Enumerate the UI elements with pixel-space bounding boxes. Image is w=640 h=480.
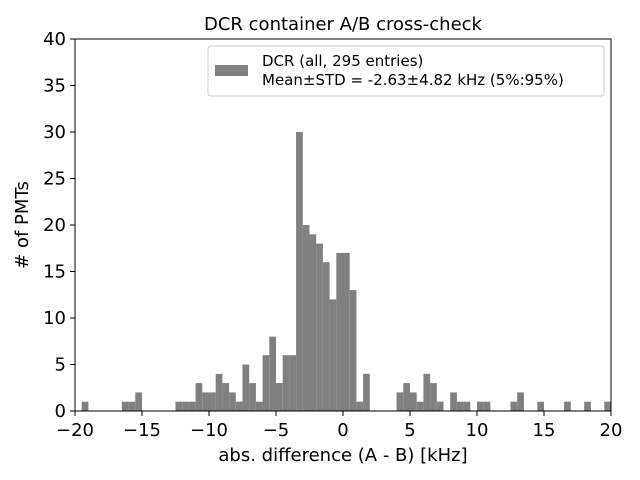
histogram-bar (510, 401, 518, 411)
histogram-bar (483, 401, 491, 411)
histogram-bar (242, 364, 250, 411)
histogram-bar (349, 290, 357, 411)
y-tick-label: 35 (43, 76, 66, 97)
histogram-bar (329, 299, 337, 411)
histogram-bar (276, 383, 283, 411)
x-tick-label: 5 (404, 420, 415, 441)
legend-stats-label: Mean±STD = -2.63±4.82 kHz (5%:95%) (262, 71, 564, 89)
histogram-bar (309, 234, 317, 411)
x-axis-ticks: −20 −15 −10 −5 0 5 10 15 20 (56, 411, 622, 441)
x-tick-label: −15 (123, 420, 161, 441)
histogram-bar (302, 225, 310, 411)
x-tick-label: 0 (337, 420, 348, 441)
histogram-bar (450, 392, 457, 411)
histogram-bar (463, 401, 471, 411)
y-tick-label: 10 (43, 308, 66, 329)
histogram-bar (343, 252, 350, 411)
histogram-bar (403, 383, 410, 411)
histogram-bar (363, 373, 370, 411)
histogram-bar (195, 383, 203, 411)
legend: DCR (all, 295 entries) Mean±STD = -2.63±… (207, 45, 605, 97)
x-tick-label: −20 (56, 420, 94, 441)
y-tick-label: 30 (43, 122, 66, 143)
y-tick-label: 20 (43, 215, 66, 236)
histogram-bar (222, 383, 230, 411)
histogram-bar (182, 401, 189, 411)
histogram-bar (255, 401, 263, 411)
x-tick-label: 15 (533, 420, 556, 441)
histogram-bar (202, 392, 209, 411)
y-axis-ticks: 0 5 10 15 20 25 30 35 40 (43, 29, 75, 422)
histogram-bar (604, 401, 611, 411)
histogram-bar (229, 392, 236, 411)
histogram-bar (322, 262, 330, 411)
x-axis-label: abs. difference (A - B) [kHz] (218, 445, 467, 466)
histogram-bar (564, 401, 571, 411)
histogram-bar (282, 355, 290, 411)
y-axis-label: # of PMTs (12, 181, 33, 269)
histogram-bar (423, 373, 431, 411)
x-tick-label: −10 (190, 420, 228, 441)
chart-title: DCR container A/B cross-check (204, 14, 483, 35)
legend-swatch (215, 65, 248, 76)
histogram-bar (416, 401, 424, 411)
histogram-bar (175, 401, 183, 411)
histogram-bar (81, 401, 89, 411)
y-tick-label: 40 (43, 29, 66, 50)
y-tick-label: 25 (43, 169, 66, 190)
histogram-bar (235, 401, 243, 411)
y-tick-label: 15 (43, 262, 66, 283)
histogram-bar (209, 392, 216, 411)
histogram-bar (269, 336, 276, 411)
x-tick-label: 20 (600, 420, 623, 441)
histogram-bar (356, 401, 364, 411)
histogram-bar (584, 401, 591, 411)
histogram-bar (456, 401, 464, 411)
x-tick-label: −5 (263, 420, 290, 441)
x-tick-label: 10 (466, 420, 489, 441)
histogram-bar (537, 401, 544, 411)
histogram-bar (121, 401, 129, 411)
histogram-bar (188, 401, 196, 411)
histogram-bar (249, 383, 256, 411)
histogram-bar (128, 401, 136, 411)
y-tick-label: 5 (55, 355, 66, 376)
histogram-bar (517, 392, 524, 411)
histogram-bar (262, 355, 270, 411)
legend-frame (207, 45, 605, 97)
y-tick-label: 0 (55, 401, 66, 422)
histogram-bar (215, 373, 223, 411)
histogram-bar (410, 392, 417, 411)
histogram-bar (436, 401, 444, 411)
histogram-bars (81, 132, 611, 411)
histogram-bar (430, 383, 437, 411)
histogram-bar (296, 132, 303, 411)
histogram-bar (289, 355, 297, 411)
histogram-bar (477, 401, 484, 411)
histogram-bar (316, 243, 323, 411)
histogram-bar (336, 252, 343, 411)
histogram-bar (396, 392, 404, 411)
histogram-bar (135, 392, 142, 411)
legend-series-label: DCR (all, 295 entries) (262, 52, 423, 70)
